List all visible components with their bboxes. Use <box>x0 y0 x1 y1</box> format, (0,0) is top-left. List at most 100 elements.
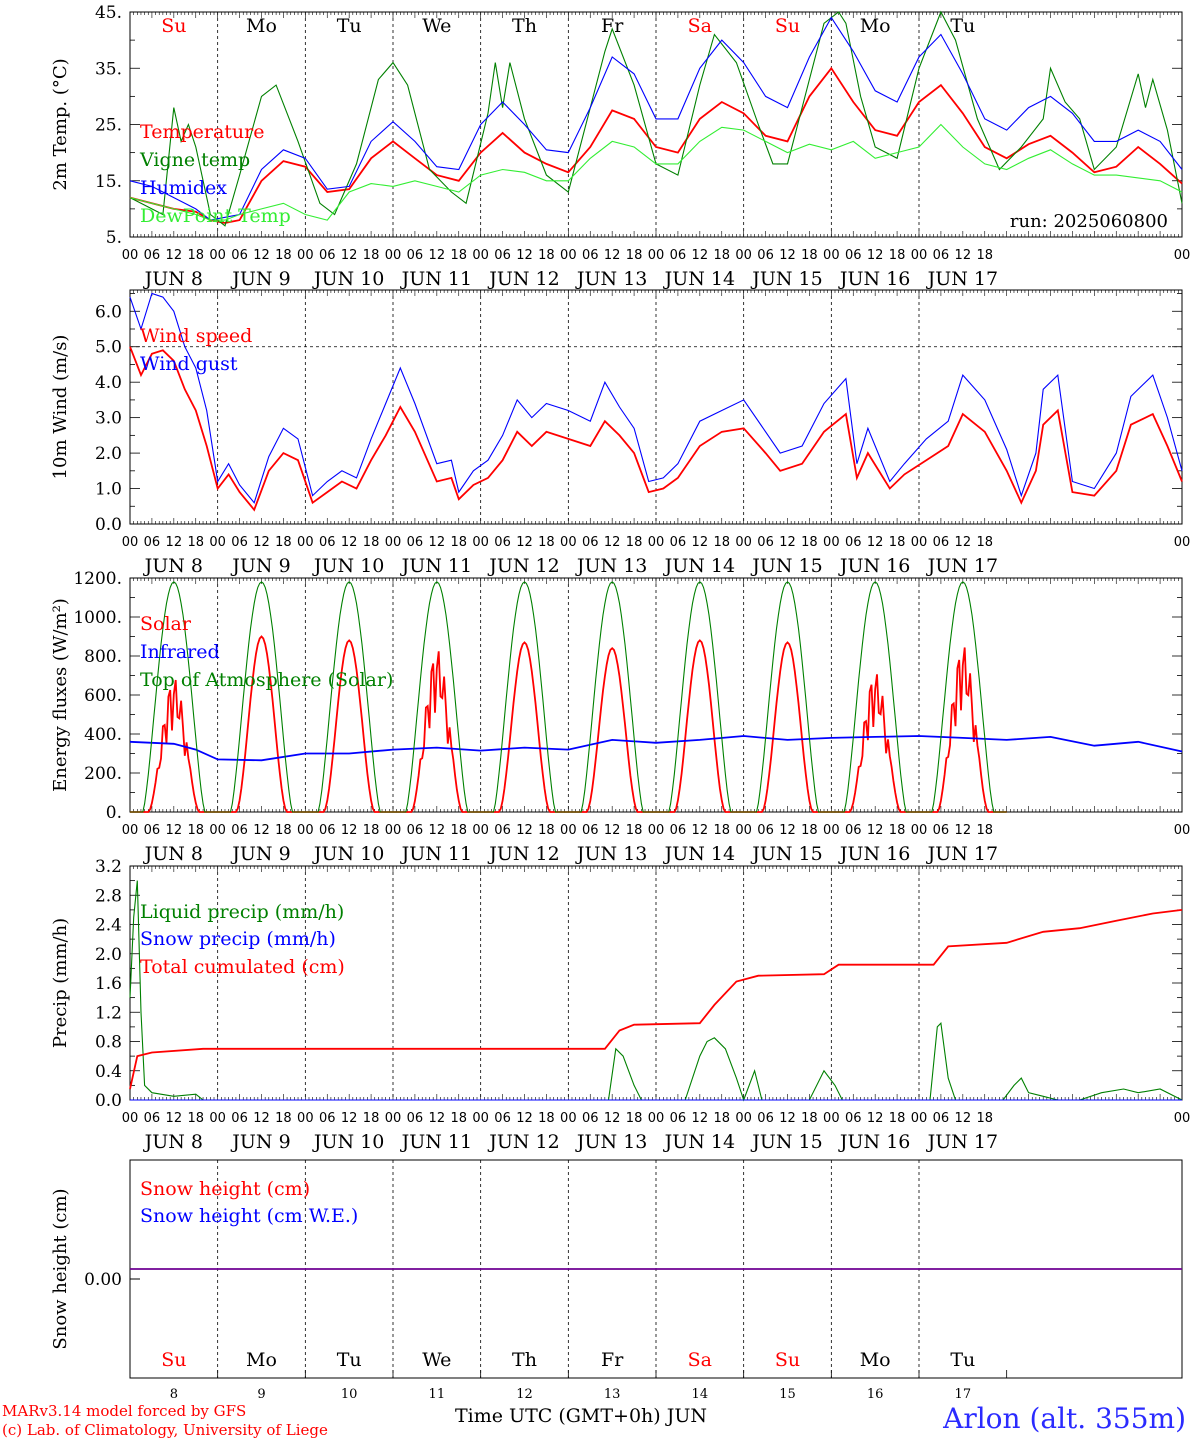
hour-label: 18 <box>275 248 292 263</box>
series-line-vigne-temp <box>129 10 1183 227</box>
hour-label: 12 <box>516 823 533 838</box>
hour-label: 06 <box>319 823 336 838</box>
date-label: JUN 9 <box>230 1131 290 1153</box>
hour-label: 12 <box>341 823 358 838</box>
y-axis-title: Snow height (cm) <box>50 1188 71 1349</box>
hour-label: 12 <box>253 248 270 263</box>
y-tick-label: 1.2 <box>95 1003 122 1023</box>
station-name: Arlon (alt. 355m) <box>943 1402 1186 1435</box>
day-name-label: Tu <box>950 1349 975 1371</box>
hour-label: 12 <box>867 248 884 263</box>
x-axis-title: Time UTC (GMT+0h) JUN <box>455 1405 707 1427</box>
hour-label: 06 <box>319 248 336 263</box>
hour-label: 06 <box>670 535 687 550</box>
hour-label: 00 <box>209 248 226 263</box>
y-tick-label: 1.6 <box>95 974 122 994</box>
hour-label: 18 <box>187 248 204 263</box>
day-name-label: Sa <box>688 1349 712 1371</box>
date-label: JUN 16 <box>838 555 910 577</box>
legend-entry: Wind gust <box>140 353 238 375</box>
legend-entry: Wind speed <box>140 325 252 347</box>
date-label: JUN 11 <box>400 843 472 865</box>
legend-entry: Liquid precip (mm/h) <box>140 901 344 923</box>
hour-label: 12 <box>516 535 533 550</box>
hour-label: 18 <box>889 1111 906 1126</box>
hour-label: 00 <box>560 248 577 263</box>
hour-label: 12 <box>779 1111 796 1126</box>
hour-label: 00 <box>735 823 752 838</box>
date-label: JUN 16 <box>838 268 910 290</box>
hour-label: 18 <box>363 248 380 263</box>
panel-wind: 0.0 1.0 2.0 3.0 4.0 5.0 6.0 10m Wind (m/s) Wind … <box>50 289 1190 577</box>
hour-label: 12 <box>779 248 796 263</box>
hour-label: 06 <box>231 535 248 550</box>
hour-label: 12 <box>779 823 796 838</box>
legend-entry: Snow height (cm) <box>140 1178 310 1200</box>
legend-entry: Vigne temp <box>139 149 250 171</box>
hour-label: 00 <box>385 823 402 838</box>
hour-label: 18 <box>450 823 467 838</box>
date-label: JUN 16 <box>838 843 910 865</box>
hour-label: 06 <box>757 248 774 263</box>
date-label: JUN 8 <box>143 268 203 290</box>
hour-label: 12 <box>955 248 972 263</box>
legend-entry: Snow precip (mm/h) <box>140 928 336 950</box>
hour-label: 00 <box>648 1111 665 1126</box>
y-axis-title: Energy fluxes (W/m²) <box>50 598 71 792</box>
hour-label: 12 <box>429 535 446 550</box>
date-label: JUN 8 <box>143 843 203 865</box>
hour-label: 12 <box>867 535 884 550</box>
y-tick-label: 3.2 <box>95 857 122 877</box>
hour-label: 06 <box>407 1111 424 1126</box>
day-number-label: 14 <box>692 1387 709 1402</box>
y-tick-label: 0.00 <box>84 1270 122 1290</box>
y-tick-label: 0.4 <box>95 1062 122 1082</box>
legend-entry: Infrared <box>140 641 220 663</box>
hour-label: 06 <box>319 1111 336 1126</box>
hour-label: 00 <box>209 823 226 838</box>
y-tick-label: 25. <box>95 116 122 136</box>
hour-label: 12 <box>166 823 183 838</box>
legend-entry: Snow height (cm W.E.) <box>140 1205 358 1227</box>
hour-label: 18 <box>801 535 818 550</box>
hour-label: 00 <box>385 535 402 550</box>
y-tick-label: 45. <box>95 3 122 23</box>
hour-label: 00 <box>297 1111 314 1126</box>
date-label: JUN 15 <box>750 1131 822 1153</box>
hour-label: 06 <box>407 535 424 550</box>
date-label: JUN 15 <box>750 843 822 865</box>
hour-label: 00 <box>560 535 577 550</box>
hour-label: 00 <box>823 248 840 263</box>
date-label: JUN 15 <box>750 268 822 290</box>
panel-precip: 0.0 0.4 0.8 1.2 1.6 2.0 2.4 2.8 3.2 Precip (mm/h)… <box>50 857 1190 1153</box>
hour-label: 18 <box>187 823 204 838</box>
hour-label: 00 <box>209 535 226 550</box>
y-tick-label: 2.0 <box>95 444 122 464</box>
footer-model-text: MARv3.14 model forced by GFS <box>2 1402 247 1420</box>
date-label: JUN 10 <box>312 843 384 865</box>
hour-label: 06 <box>757 823 774 838</box>
legend-entry: DewPoint Temp <box>140 205 291 227</box>
hour-label: 12 <box>604 535 621 550</box>
day-number-label: 16 <box>867 1387 884 1402</box>
hour-label: 00 <box>560 1111 577 1126</box>
hour-label: 18 <box>713 535 730 550</box>
hour-label: 00 <box>648 535 665 550</box>
date-label: JUN 10 <box>312 1131 384 1153</box>
series-line-top-of-atmosphere-solar- <box>130 581 1007 813</box>
hour-label: 00 <box>1174 248 1191 263</box>
hour-label: 00 <box>1174 1111 1191 1126</box>
hour-label: 12 <box>166 535 183 550</box>
day-name-label: We <box>422 15 451 37</box>
hour-label: 18 <box>538 823 555 838</box>
hour-label: 18 <box>801 1111 818 1126</box>
day-name-label: Tu <box>337 1349 362 1371</box>
hour-label: 18 <box>275 1111 292 1126</box>
y-tick-label: 3.0 <box>95 409 122 429</box>
date-label: JUN 10 <box>312 555 384 577</box>
y-tick-label: 0. <box>106 803 122 823</box>
hour-label: 06 <box>670 1111 687 1126</box>
day-name-label: Su <box>161 15 186 37</box>
y-tick-label: 1200. <box>73 569 122 589</box>
hour-label: 12 <box>955 823 972 838</box>
